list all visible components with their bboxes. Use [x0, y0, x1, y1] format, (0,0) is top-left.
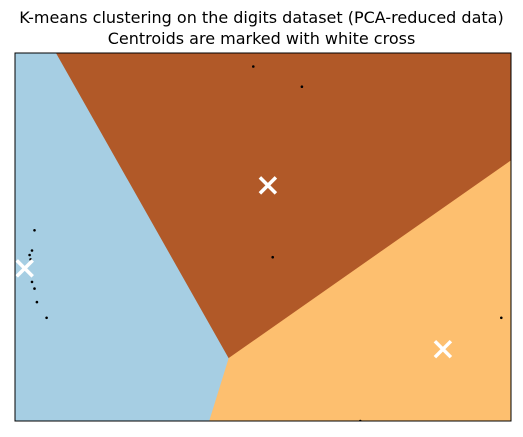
- data-point: [30, 280, 34, 284]
- data-point: [45, 316, 48, 320]
- centroid-cross: [433, 339, 453, 359]
- data-point: [252, 65, 255, 68]
- data-point: [33, 287, 36, 290]
- axes-frame: [14, 52, 512, 422]
- centroids: [15, 176, 453, 359]
- data-point: [28, 253, 31, 257]
- data-point: [271, 255, 275, 259]
- data-point: [33, 229, 36, 232]
- chart-subtitle: Centroids are marked with white cross: [107, 29, 416, 48]
- centroid-cross: [258, 176, 278, 195]
- data-points: [28, 65, 503, 421]
- data-point: [30, 249, 34, 252]
- data-point: [500, 316, 503, 320]
- data-point: [300, 85, 304, 88]
- decision-regions: [15, 53, 511, 421]
- centroid-cross: [15, 259, 34, 278]
- chart-title: K-means clustering on the digits dataset…: [19, 8, 504, 27]
- centroid-cross-stroke: [433, 339, 453, 359]
- centroid-cross-stroke: [258, 176, 278, 195]
- data-point: [35, 300, 39, 304]
- centroid-cross-stroke: [15, 259, 34, 278]
- cluster-region-1: [55, 53, 511, 359]
